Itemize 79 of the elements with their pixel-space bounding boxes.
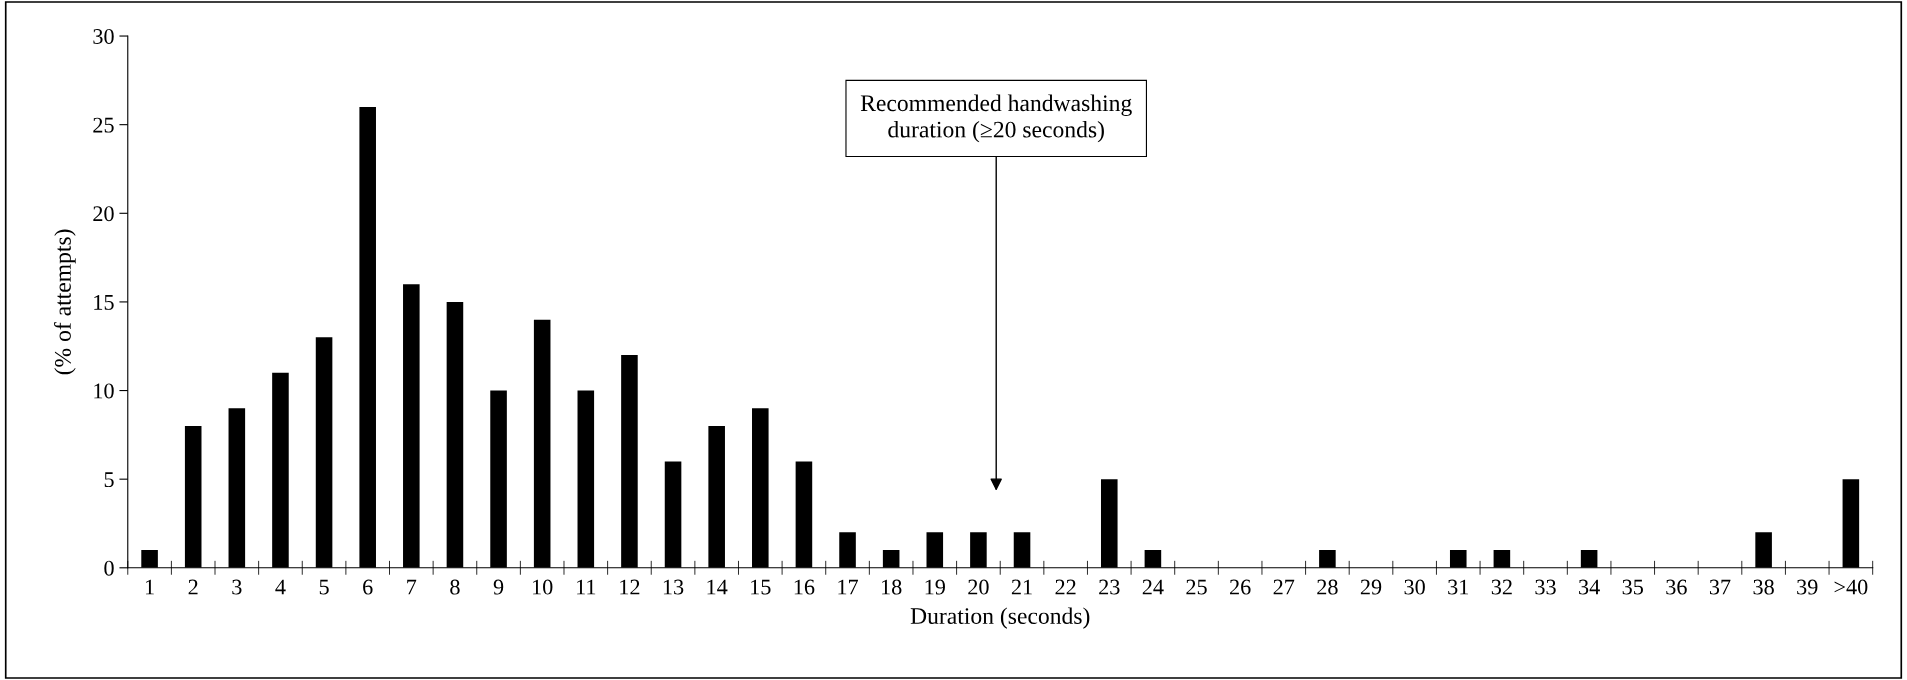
x-tick-label: >40 (1834, 579, 1868, 595)
y-tick-label: 5 (104, 472, 114, 488)
bar (359, 106, 376, 568)
x-tick-label: 7 (407, 579, 417, 595)
x-tick-label: 9 (493, 579, 504, 595)
x-tick-label: 35 (1622, 579, 1643, 595)
x-tick-label: 28 (1317, 579, 1338, 595)
x-tick-label: 4 (275, 579, 286, 595)
bar (403, 284, 420, 568)
bar (1755, 532, 1772, 568)
x-tick-label: 8 (450, 579, 460, 595)
bar (315, 337, 333, 568)
x-tick-label: 21 (1011, 579, 1032, 595)
x-tick-label: 31 (1448, 579, 1469, 595)
x-tick-label: 29 (1360, 579, 1382, 595)
x-tick-label: 5 (319, 579, 329, 595)
x-tick-label: 17 (838, 579, 859, 595)
x-tick-label: 20 (968, 579, 989, 595)
x-tick-label: 27 (1273, 579, 1295, 595)
y-tick-label: 15 (94, 294, 114, 310)
bar (490, 390, 507, 568)
x-tick-label: 14 (707, 579, 728, 595)
y-tick-label: 0 (104, 560, 114, 576)
x-tick-label: 18 (882, 579, 902, 595)
bar (882, 550, 900, 568)
bar (533, 319, 551, 568)
x-tick-label: 2 (188, 579, 198, 595)
x-tick-label: 22 (1055, 579, 1076, 595)
bar (621, 355, 638, 568)
bar (272, 372, 289, 568)
bar (577, 390, 595, 568)
bar (839, 532, 856, 568)
bar (228, 408, 246, 568)
x-tick-label: 36 (1666, 579, 1687, 595)
bar (795, 461, 813, 568)
bar (1493, 550, 1511, 568)
x-tick-label: 12 (620, 579, 640, 595)
bar (1319, 550, 1336, 568)
bar (1100, 479, 1118, 568)
x-tick-label: 24 (1142, 579, 1164, 595)
y-tick-label: 25 (93, 117, 114, 133)
bar (1013, 532, 1031, 568)
x-tick-label: 15 (751, 579, 771, 595)
x-tick-label: 13 (663, 579, 684, 595)
bar (1144, 550, 1162, 568)
bar (926, 532, 944, 568)
bar (970, 532, 987, 568)
bar (708, 426, 725, 568)
x-tick-label: 38 (1753, 579, 1774, 595)
x-tick-label: 16 (794, 579, 815, 595)
x-tick-label: 37 (1709, 579, 1731, 595)
x-tick-label: 30 (1404, 579, 1425, 595)
x-tick-label: 23 (1099, 579, 1120, 595)
bar (1580, 550, 1598, 568)
annotation: Recommended handwashing duration (≥20 seconds) (860, 94, 1132, 143)
bar (446, 301, 464, 568)
y-tick-label: 10 (94, 383, 114, 399)
y-tick-label: 20 (93, 206, 114, 222)
x-tick-label: 25 (1186, 579, 1207, 595)
bar (664, 461, 682, 568)
bar (1449, 550, 1467, 568)
x-tick-label: 32 (1491, 579, 1512, 595)
x-tick-label: 19 (925, 579, 945, 595)
x-tick-label: 34 (1579, 579, 1600, 595)
x-axis-title: Duration (seconds) (910, 607, 1090, 629)
bar (184, 426, 202, 568)
y-axis-title: (% of attempts) (54, 229, 76, 375)
y-tick-label: 30 (93, 28, 114, 44)
x-tick-label: 33 (1535, 579, 1556, 595)
x-tick-label: 26 (1230, 579, 1251, 595)
x-tick-label: 39 (1797, 579, 1818, 595)
x-tick-label: 1 (145, 579, 154, 595)
bar (1842, 479, 1860, 568)
x-tick-label: 11 (577, 579, 596, 595)
x-tick-label: 10 (533, 579, 553, 595)
bar (752, 408, 769, 568)
x-tick-label: 6 (363, 579, 373, 595)
bar (141, 550, 158, 568)
x-tick-label: 3 (232, 579, 242, 595)
